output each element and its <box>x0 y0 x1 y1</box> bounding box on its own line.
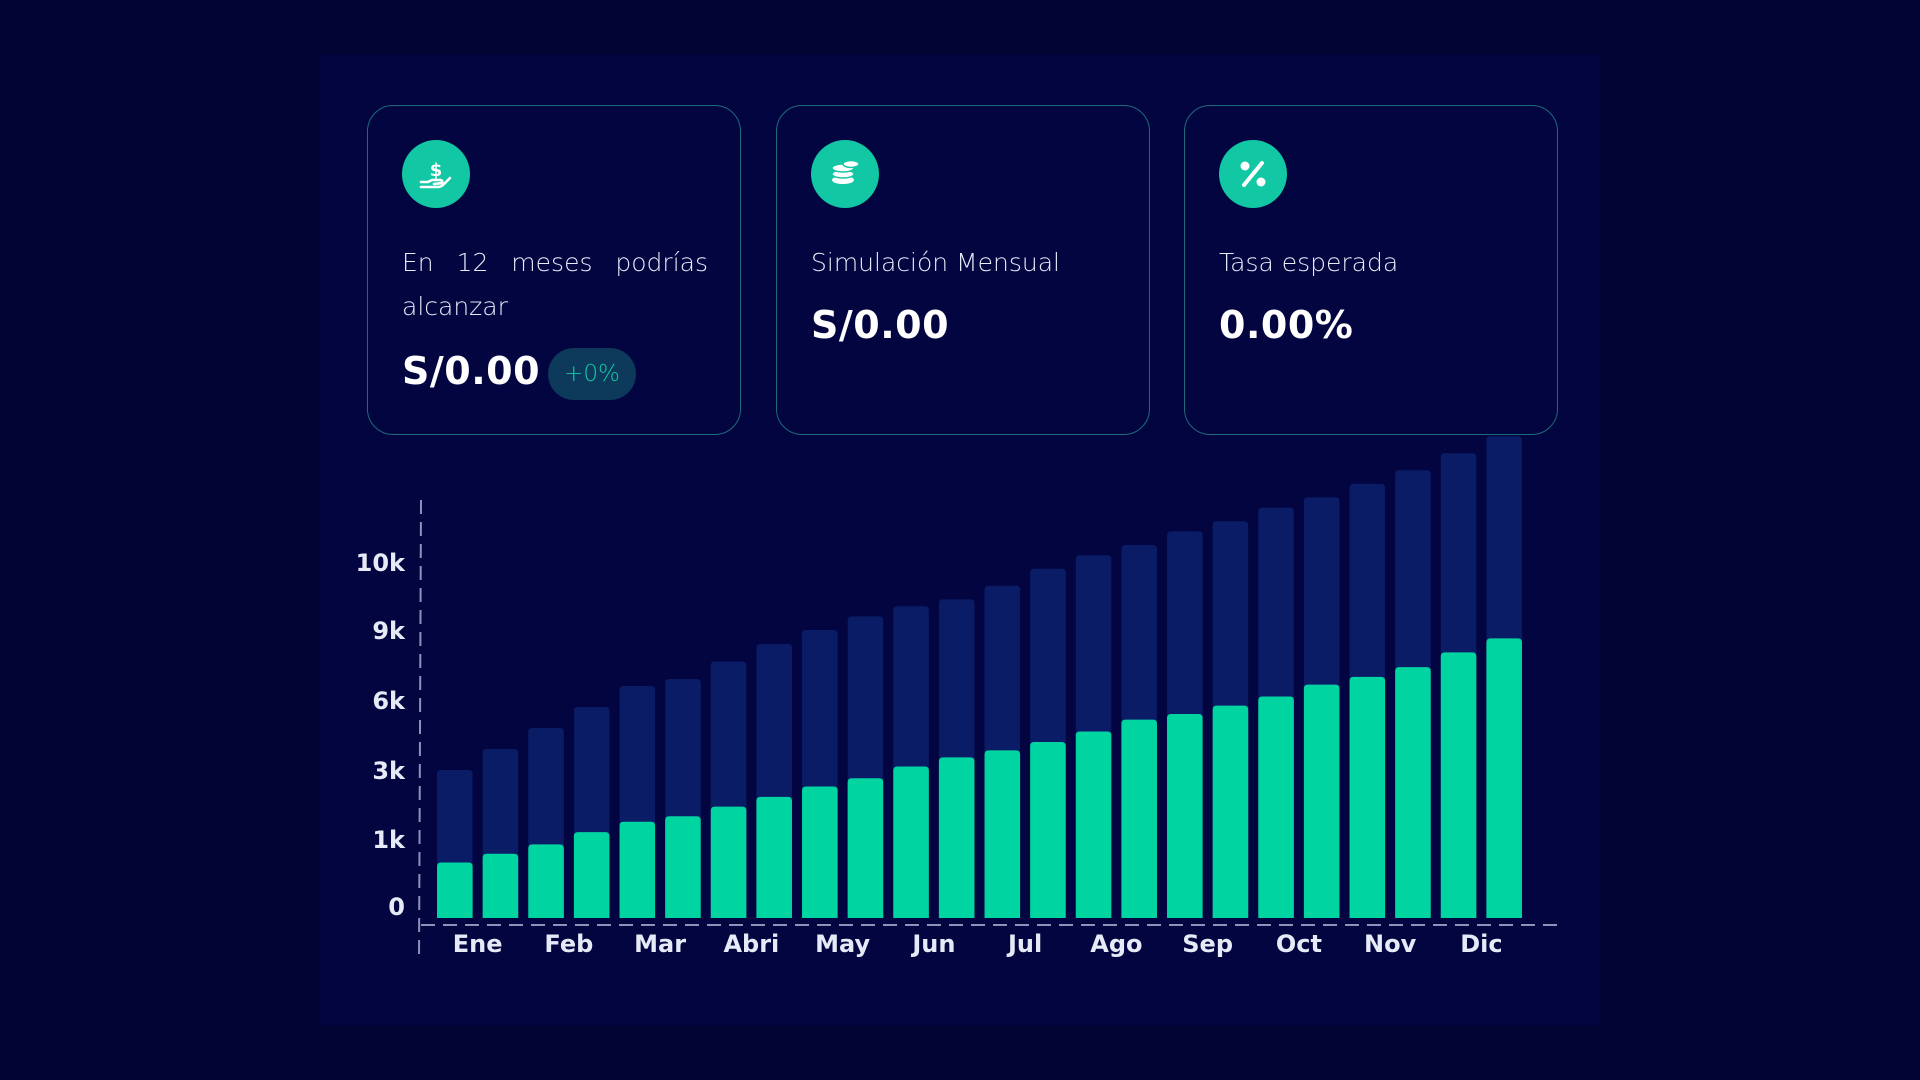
bar-saved-13 <box>984 750 1021 918</box>
y-tick-label: 9k <box>372 617 406 645</box>
bar-saved-7 <box>710 806 747 918</box>
bar-saved-16 <box>1121 719 1157 918</box>
bar-saved-4 <box>573 832 610 918</box>
projection-label: En 12 meses podrías alcanzar <box>402 248 708 321</box>
y-tick-label: 1k <box>372 826 406 854</box>
bar-saved-21 <box>1349 676 1386 918</box>
bar-saved-11 <box>893 766 929 918</box>
bar-saved-14 <box>1030 742 1066 918</box>
x-tick-label: Oct <box>1276 930 1322 958</box>
bar-saved-10 <box>847 778 884 918</box>
growth-badge: +0% <box>548 348 636 400</box>
expected-rate-value: 0.00% <box>1219 303 1354 347</box>
bar-saved-3 <box>528 844 564 918</box>
x-tick-label: Jun <box>910 930 955 958</box>
bar-saved-23 <box>1440 652 1477 918</box>
bar-saved-1 <box>437 862 473 918</box>
monthly-simulation-value: S/0.00 <box>811 303 950 347</box>
bar-saved-15 <box>1075 731 1112 918</box>
y-tick-label: 10k <box>356 549 406 577</box>
monthly-simulation-label: Simulación Mensual <box>811 248 1060 277</box>
bar-saved-18 <box>1212 705 1249 918</box>
projection-value: S/0.00 <box>402 349 541 393</box>
x-tick-label: Sep <box>1182 930 1233 958</box>
bar-saved-19 <box>1258 696 1294 918</box>
coin-stack-icon <box>811 140 879 208</box>
x-tick-label: Dic <box>1460 930 1502 958</box>
bar-saved-8 <box>756 796 792 918</box>
bar-saved-9 <box>802 786 838 918</box>
expected-rate-card: Tasa esperada 0.00% <box>1184 105 1558 435</box>
x-tick-label: Ene <box>453 930 503 958</box>
x-tick-label: Feb <box>544 930 593 958</box>
x-tick-label: Nov <box>1364 930 1417 958</box>
x-tick-label: Ago <box>1090 930 1142 958</box>
bar-saved-17 <box>1167 714 1203 918</box>
bar-saved-24 <box>1486 638 1522 918</box>
y-tick-label: 3k <box>372 757 406 785</box>
svg-text:$: $ <box>430 160 443 181</box>
x-tick-label: Jul <box>1006 930 1042 958</box>
monthly-simulation-card: Simulación Mensual S/0.00 <box>776 105 1150 435</box>
y-tick-label: 6k <box>372 687 406 715</box>
x-tick-label: May <box>815 930 870 958</box>
expected-rate-label: Tasa esperada <box>1219 248 1399 277</box>
bar-saved-2 <box>482 853 519 918</box>
projection-card: $ En 12 meses podrías alcanzar S/0.00 +0… <box>367 105 741 435</box>
percent-icon <box>1219 140 1287 208</box>
bar-saved-20 <box>1303 684 1340 918</box>
bar-saved-6 <box>665 816 701 918</box>
hand-coin-icon: $ <box>402 140 470 208</box>
bar-saved-12 <box>938 757 975 918</box>
bar-saved-22 <box>1395 667 1431 918</box>
y-tick-label: 0 <box>388 893 405 921</box>
bar-saved-5 <box>619 821 656 918</box>
x-tick-label: Mar <box>634 930 686 958</box>
x-tick-label: Abri <box>723 930 779 958</box>
y-axis-line <box>418 499 422 961</box>
